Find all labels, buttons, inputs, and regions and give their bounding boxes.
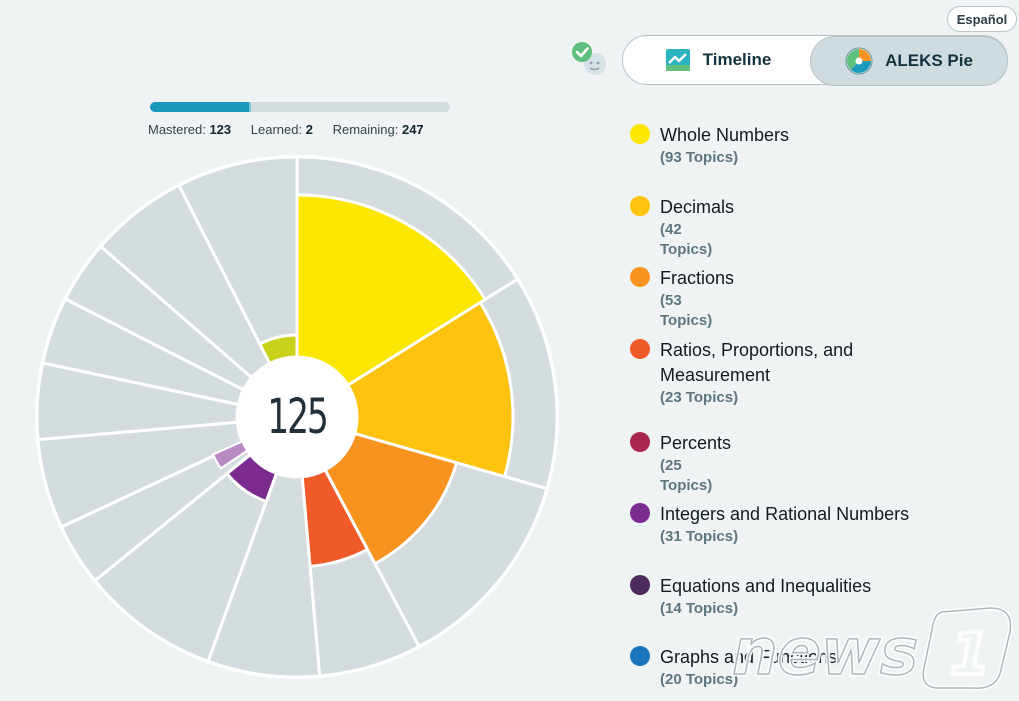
legend-topic-count: (31 Topics) — [660, 528, 739, 545]
progress-counts: Mastered: 123 Learned: 2 Remaining: 247 — [148, 122, 440, 137]
legend-name: Decimals — [660, 197, 735, 217]
legend-name: Graphs and Functions — [660, 647, 838, 667]
legend-name: Percents — [660, 433, 732, 453]
student-check-icon — [572, 42, 606, 75]
legend-item[interactable]: Whole Numbers (93 Topics) — [630, 123, 789, 168]
legend-item[interactable]: Integers and Rational Numbers (31 Topics) — [630, 502, 909, 547]
legend-item[interactable]: Ratios, Proportions, and Measurement (23 T… — [630, 338, 853, 408]
mastered-count: Mastered: 123 — [148, 122, 232, 137]
language-button[interactable]: Español — [947, 6, 1017, 32]
legend-topic-count: (42 Topics) — [660, 221, 713, 258]
legend-topic-count: (14 Topics) — [660, 600, 739, 617]
legend-name: Integers and Rational Numbers — [660, 504, 910, 524]
legend-color-dot — [630, 339, 650, 359]
legend-item[interactable]: Fractions (53 Topics) — [630, 266, 734, 331]
progress-bar — [150, 102, 450, 112]
legend-name: Fractions — [660, 268, 735, 288]
legend-name: Whole Numbers — [660, 125, 790, 145]
legend-color-dot — [630, 646, 650, 666]
legend-color-dot — [630, 432, 650, 452]
legend-item[interactable]: Graphs and Functions (20 Topics) — [630, 645, 837, 690]
legend-topic-count: (23 Topics) — [660, 389, 739, 406]
learned-count: Learned: 2 — [250, 122, 313, 137]
svg-text:1: 1 — [950, 620, 990, 688]
timeline-label: Timeline — [702, 49, 772, 69]
remaining-count: Remaining: 247 — [332, 122, 424, 137]
aleks-pie-tab[interactable]: ALEKS Pie — [810, 36, 1008, 86]
legend-name-line2: Measurement — [660, 365, 771, 385]
legend-topic-count: (93 Topics) — [660, 149, 739, 166]
legend-color-dot — [630, 267, 650, 287]
legend-item[interactable]: Percents (25 Topics) — [630, 431, 731, 496]
legend-topic-count: (20 Topics) — [660, 671, 739, 688]
pie-center-count: 125 — [267, 389, 329, 445]
legend-item[interactable]: Decimals (42 Topics) — [630, 195, 734, 260]
svg-text:news: news — [732, 616, 918, 690]
aleks-pie-chart[interactable] — [0, 0, 600, 701]
progress-learned-fill — [249, 102, 251, 112]
legend-topic-count: (53 Topics) — [660, 292, 713, 329]
pie-center-circle[interactable] — [237, 357, 357, 477]
progress-mastered-fill — [150, 102, 250, 112]
legend-name: Equations and Inequalities — [660, 576, 872, 596]
legend-name: Ratios, Proportions, and — [660, 340, 854, 360]
legend-topic-count: (25 Topics) — [660, 457, 713, 494]
legend-item[interactable]: Equations and Inequalities (14 Topics) — [630, 574, 871, 619]
timeline-tab[interactable]: Timeline — [623, 35, 813, 85]
aleks-pie-label: ALEKS Pie — [885, 51, 973, 70]
legend-color-dot — [630, 124, 650, 144]
timeline-icon — [665, 48, 690, 71]
view-toggle: Timeline ALEKS Pie — [622, 35, 1008, 86]
legend-color-dot — [630, 575, 650, 595]
legend-color-dot — [630, 196, 650, 216]
legend-color-dot — [630, 503, 650, 523]
svg-text:news: news — [732, 616, 918, 690]
news1-watermark-logo: news news 1 — [730, 605, 1014, 692]
pie-chart-icon — [845, 47, 873, 75]
